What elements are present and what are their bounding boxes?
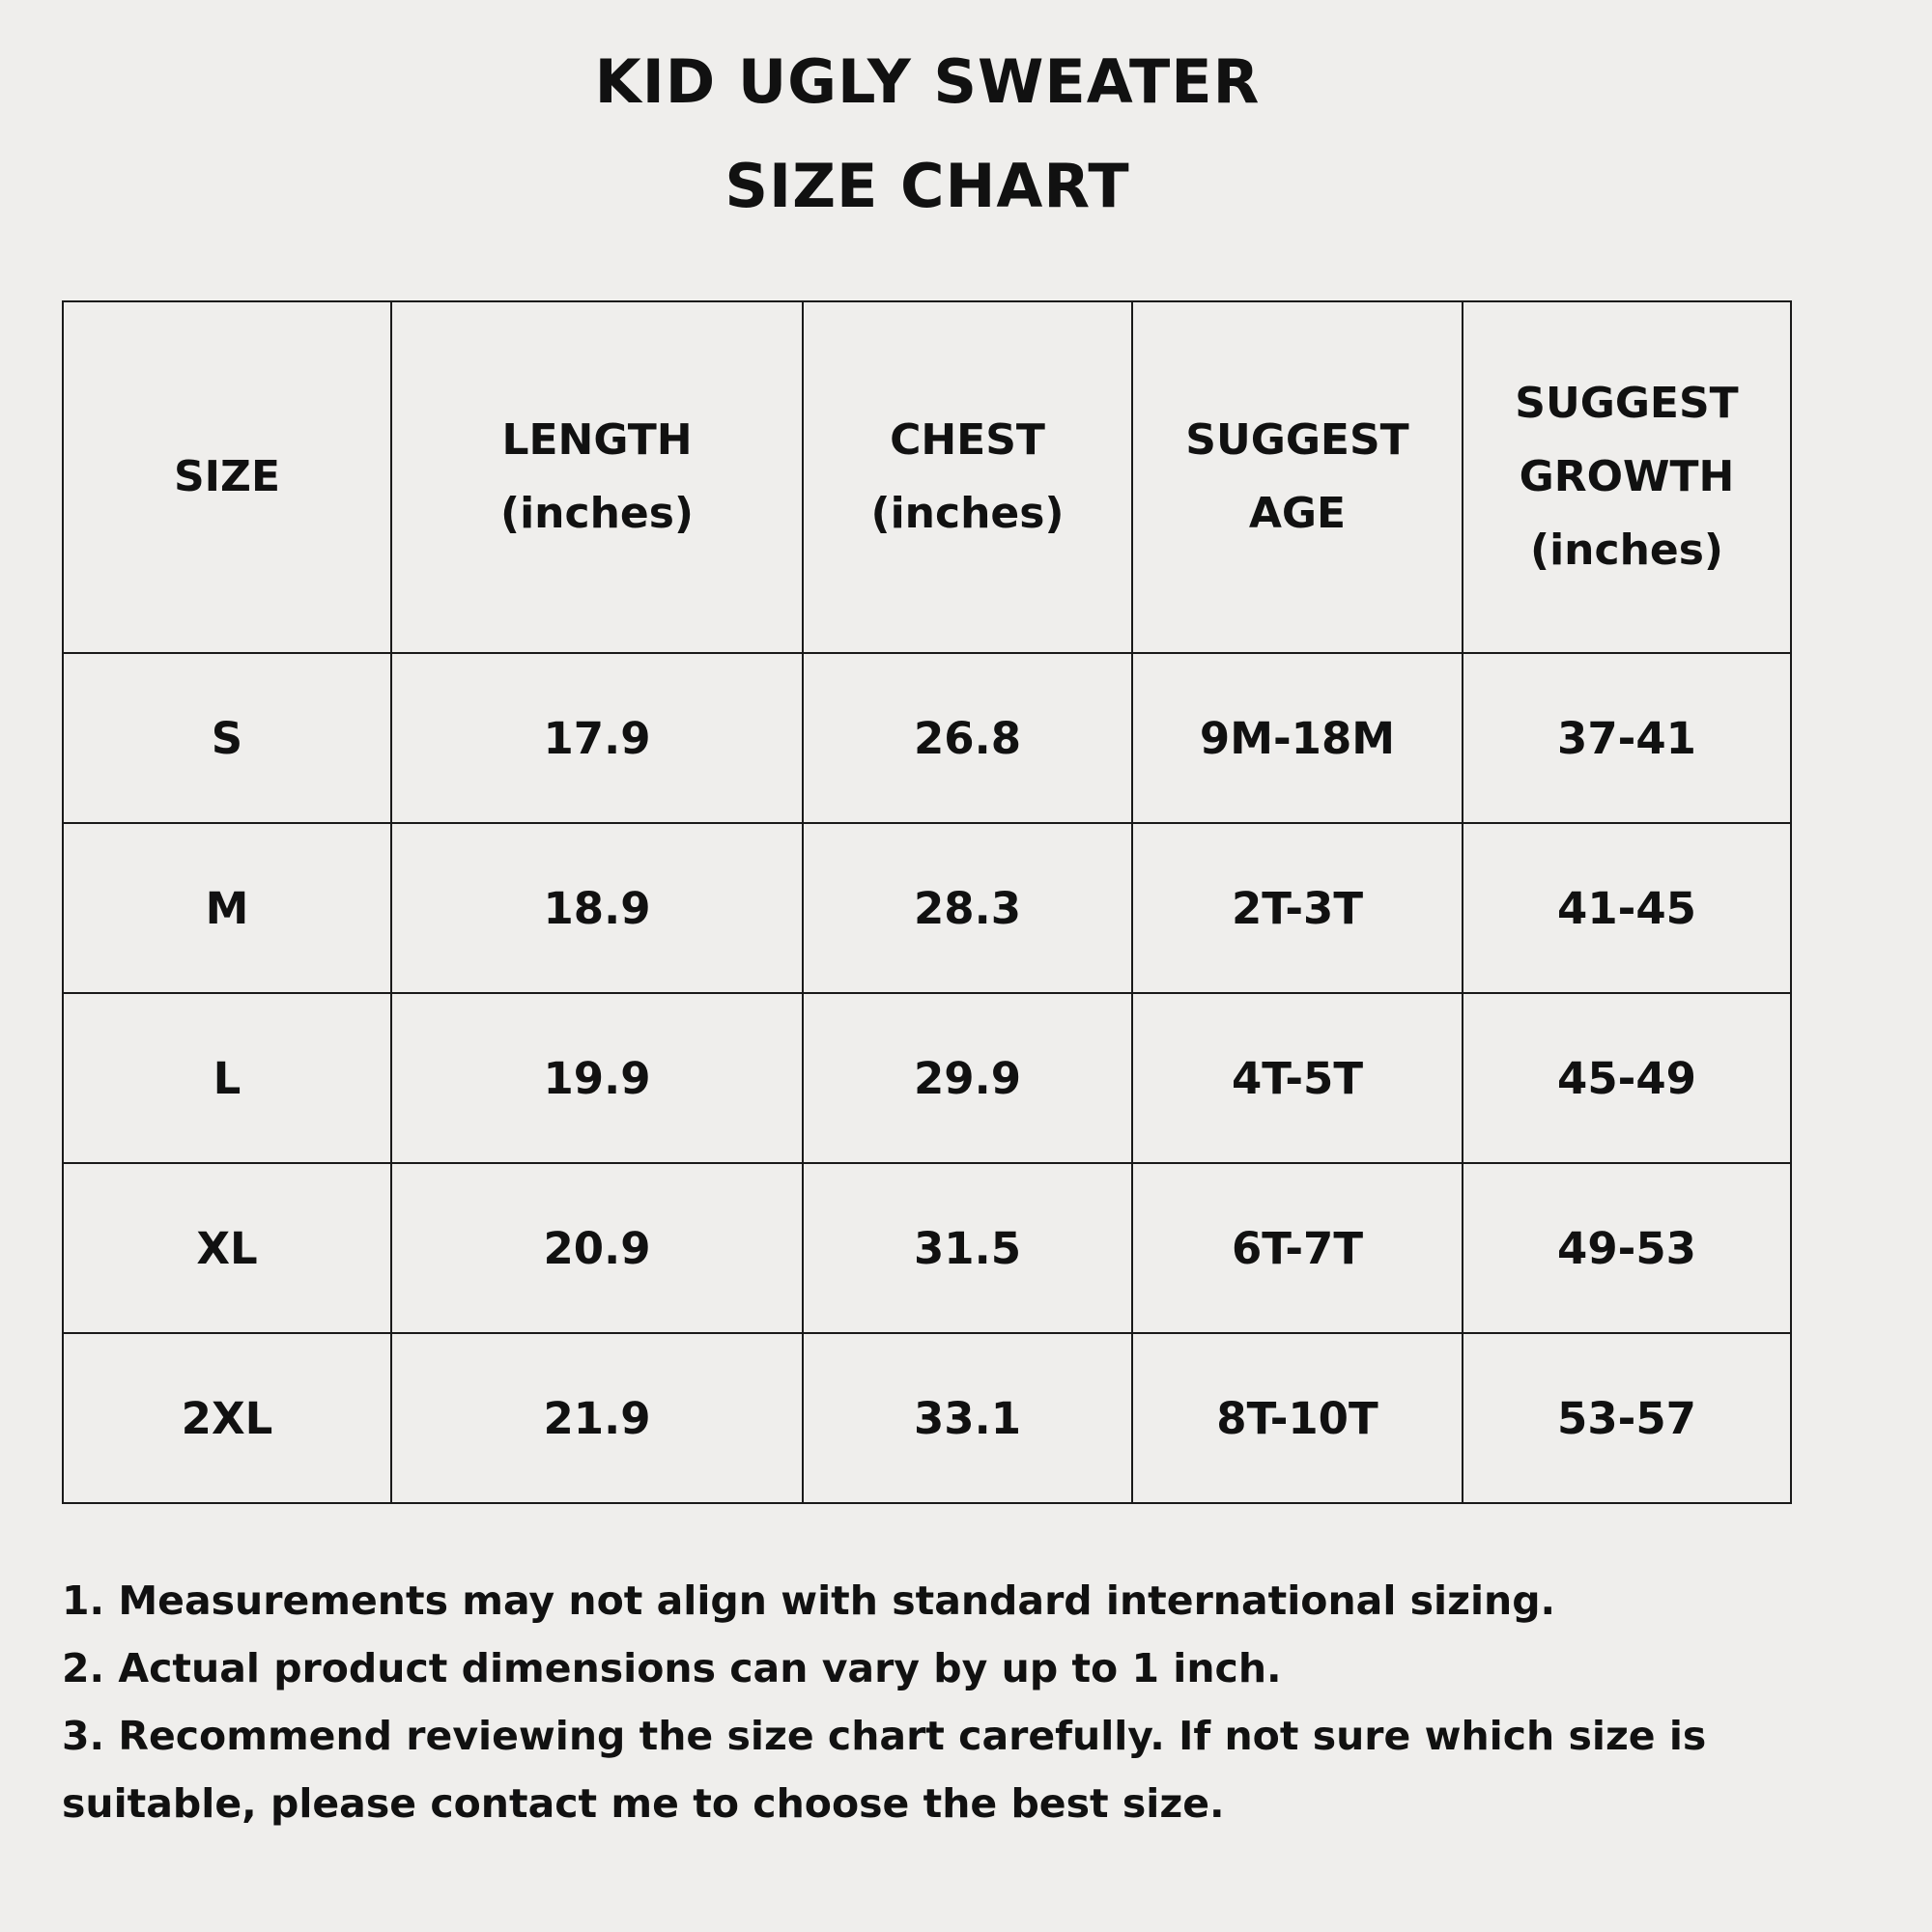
note-2: 2. Actual product dimensions can vary by…	[62, 1645, 1282, 1691]
cell-chest: 28.3	[802, 822, 1133, 994]
header-unit: (inches)	[1529, 526, 1724, 575]
cell-chest: 31.5	[802, 1162, 1133, 1334]
cell-size: L	[62, 992, 392, 1164]
cell-size: S	[62, 652, 392, 824]
header-text: CHEST	[890, 415, 1045, 465]
header-size: SIZE	[62, 300, 392, 654]
title-line-1: KID UGLY SWEATER	[594, 46, 1261, 117]
cell-length: 18.9	[390, 822, 804, 994]
cell-suggest-growth: 53-57	[1462, 1332, 1792, 1504]
header-text: SIZE	[173, 452, 281, 501]
note-3: 3. Recommend reviewing the size chart ca…	[62, 1713, 1707, 1827]
header-text: GROWTH	[1519, 452, 1735, 501]
size-chart-table: SIZE LENGTH (inches) CHEST (inches) SUGGES…	[62, 300, 1792, 1504]
header-text: LENGTH	[501, 415, 693, 465]
cell-size: M	[62, 822, 392, 994]
cell-suggest-growth: 49-53	[1462, 1162, 1792, 1334]
header-suggest-age: SUGGEST AGE	[1131, 300, 1463, 654]
cell-suggest-age: 9M-18M	[1131, 652, 1463, 824]
cell-chest: 26.8	[802, 652, 1133, 824]
cell-suggest-age: 4T-5T	[1131, 992, 1463, 1164]
table-row: L 19.9 29.9 4T-5T 45-49	[62, 992, 1792, 1164]
cell-chest: 29.9	[802, 992, 1133, 1164]
header-text: SUGGEST	[1515, 379, 1739, 428]
cell-chest: 33.1	[802, 1332, 1133, 1504]
note-1: 1. Measurements may not align with stand…	[62, 1577, 1556, 1624]
cell-suggest-growth: 37-41	[1462, 652, 1792, 824]
cell-length: 17.9	[390, 652, 804, 824]
header-length: LENGTH (inches)	[390, 300, 804, 654]
cell-size: XL	[62, 1162, 392, 1334]
table-row: M 18.9 28.3 2T-3T 41-45	[62, 822, 1792, 994]
header-row: SIZE LENGTH (inches) CHEST (inches) SUGGES…	[62, 300, 1792, 654]
header-unit: (inches)	[499, 489, 695, 538]
cell-suggest-age: 2T-3T	[1131, 822, 1463, 994]
cell-length: 19.9	[390, 992, 804, 1164]
table-row: 2XL 21.9 33.1 8T-10T 53-57	[62, 1332, 1792, 1504]
cell-length: 20.9	[390, 1162, 804, 1334]
cell-suggest-age: 8T-10T	[1131, 1332, 1463, 1504]
cell-suggest-growth: 41-45	[1462, 822, 1792, 994]
table-row: S 17.9 26.8 9M-18M 37-41	[62, 652, 1792, 824]
notes: 1. Measurements may not align with stand…	[62, 1567, 1878, 1837]
header-text: SUGGEST	[1185, 415, 1409, 465]
cell-suggest-growth: 45-49	[1462, 992, 1792, 1164]
header-chest: CHEST (inches)	[802, 300, 1133, 654]
cell-length: 21.9	[390, 1332, 804, 1504]
header-suggest-growth: SUGGEST GROWTH (inches)	[1462, 300, 1792, 654]
cell-suggest-age: 6T-7T	[1131, 1162, 1463, 1334]
header-unit: (inches)	[870, 489, 1065, 538]
cell-size: 2XL	[62, 1332, 392, 1504]
table-row: XL 20.9 31.5 6T-7T 49-53	[62, 1162, 1792, 1334]
title-line-2: SIZE CHART	[724, 151, 1130, 221]
header-text: AGE	[1248, 489, 1347, 538]
